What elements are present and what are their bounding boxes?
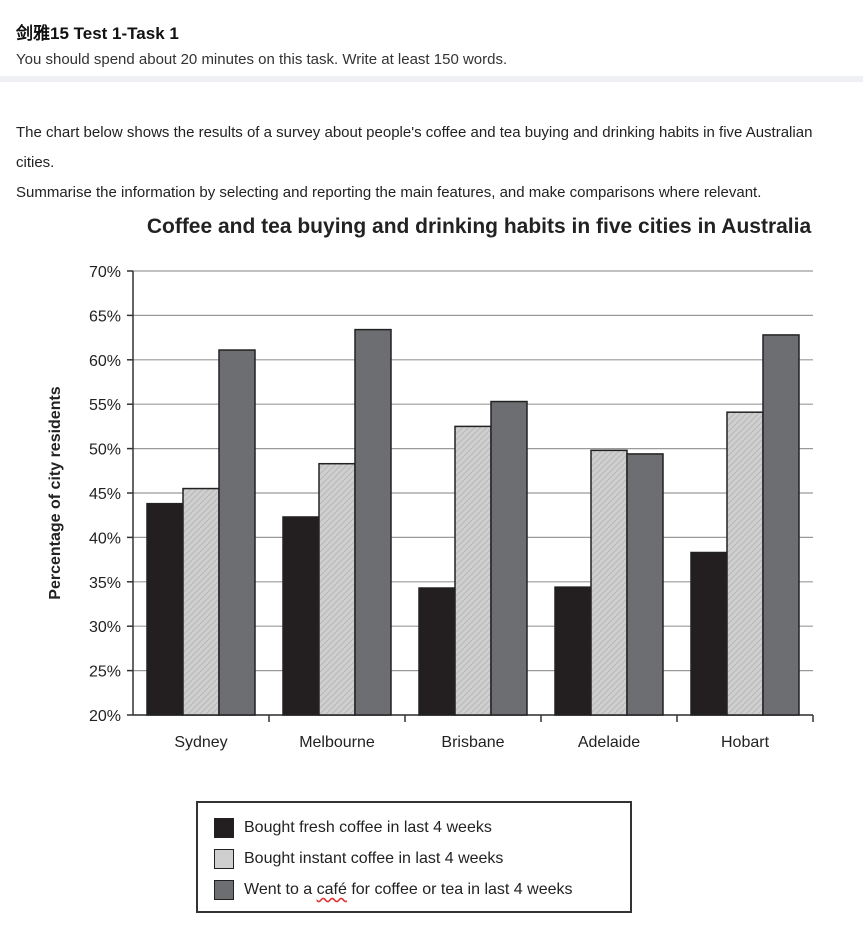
bar-brisbane-instant xyxy=(454,425,492,716)
task-header: 剑雅15 Test 1-Task 1 You should spend abou… xyxy=(0,0,863,82)
bar-adelaide-fresh xyxy=(554,586,592,716)
y-tick-label: 20% xyxy=(89,708,121,725)
task-prompt: The chart below shows the results of a s… xyxy=(16,118,851,208)
legend-label-cafe: Went to a café for coffee or tea in last… xyxy=(244,881,573,899)
bar-adelaide-instant xyxy=(590,449,628,716)
y-tick-label: 35% xyxy=(89,575,121,592)
task-title: 剑雅15 Test 1-Task 1 xyxy=(16,24,179,43)
legend-label-cafe-prefix: Went to a xyxy=(244,881,317,898)
y-tick-label: 70% xyxy=(89,264,121,281)
bar-melbourne-cafe xyxy=(354,328,392,716)
y-tick-label: 55% xyxy=(89,397,121,414)
y-tick-label: 40% xyxy=(89,530,121,547)
bar-chart: Coffee and tea buying and drinking habit… xyxy=(47,215,814,751)
y-axis-label: Percentage of city residents xyxy=(47,386,64,600)
y-tick-label: 30% xyxy=(89,619,121,636)
bar-sydney-cafe xyxy=(218,349,256,716)
bar-melbourne-instant xyxy=(318,462,356,716)
x-tick-label-hobart: Hobart xyxy=(721,734,770,751)
bar-hobart-instant xyxy=(726,411,764,716)
chart-legend: Bought fresh coffee in last 4 weeks Boug… xyxy=(196,801,632,913)
x-tick-label-brisbane: Brisbane xyxy=(441,734,504,751)
prompt-instruction: Summarise the information by selecting a… xyxy=(16,184,762,201)
legend-item-instant: Bought instant coffee in last 4 weeks xyxy=(214,848,503,870)
legend-item-fresh: Bought fresh coffee in last 4 weeks xyxy=(214,817,492,839)
y-tick-label: 45% xyxy=(89,486,121,503)
legend-label-cafe-suffix: for coffee or tea in last 4 weeks xyxy=(346,881,573,898)
bar-brisbane-cafe xyxy=(490,400,528,716)
chart-title: Coffee and tea buying and drinking habit… xyxy=(147,215,812,238)
legend-label-fresh: Bought fresh coffee in last 4 weeks xyxy=(244,819,492,836)
legend-label-cafe-word: café xyxy=(316,881,347,898)
legend-item-cafe: Went to a café for coffee or tea in last… xyxy=(214,879,573,901)
legend-swatch-instant xyxy=(214,849,234,869)
task-instructions: You should spend about 20 minutes on thi… xyxy=(16,51,508,68)
bar-sydney-fresh xyxy=(146,502,184,716)
legend-label-instant: Bought instant coffee in last 4 weeks xyxy=(244,850,504,867)
bar-hobart-fresh xyxy=(690,551,728,716)
y-tick-label: 50% xyxy=(89,442,121,459)
legend-swatch-fresh xyxy=(214,818,234,838)
bar-hobart-cafe xyxy=(762,334,800,716)
bar-sydney-instant xyxy=(182,487,220,716)
y-tick-label: 25% xyxy=(89,664,121,681)
y-tick-label: 60% xyxy=(89,353,121,370)
x-tick-label-melbourne: Melbourne xyxy=(299,734,375,751)
x-tick-label-sydney: Sydney xyxy=(174,734,227,751)
bar-brisbane-fresh xyxy=(418,587,456,716)
x-tick-label-adelaide: Adelaide xyxy=(578,734,640,751)
prompt-description: The chart below shows the results of a s… xyxy=(16,124,813,171)
bar-adelaide-cafe xyxy=(626,453,664,716)
bar-melbourne-fresh xyxy=(282,516,320,716)
legend-swatch-cafe xyxy=(214,880,234,900)
y-tick-label: 65% xyxy=(89,308,121,325)
